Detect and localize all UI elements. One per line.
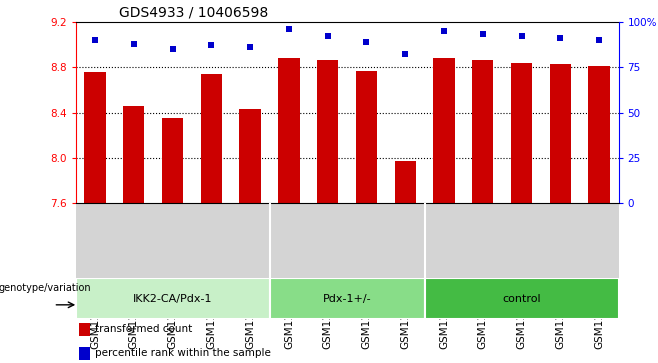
Point — [517, 33, 527, 39]
Text: percentile rank within the sample: percentile rank within the sample — [95, 348, 271, 358]
Point — [400, 52, 411, 57]
Bar — [201, 74, 222, 203]
Point — [89, 37, 100, 43]
Bar — [79, 323, 90, 335]
Point — [478, 32, 488, 37]
Bar — [278, 58, 299, 203]
Point — [439, 28, 449, 34]
Point — [245, 44, 255, 50]
Bar — [240, 109, 261, 203]
Bar — [511, 62, 532, 203]
Bar — [434, 58, 455, 203]
Point — [322, 33, 333, 39]
Bar — [472, 60, 494, 203]
Bar — [356, 70, 377, 203]
Bar — [84, 72, 106, 203]
Bar — [76, 278, 270, 319]
Bar — [79, 347, 90, 359]
Bar — [588, 66, 610, 203]
Bar — [395, 161, 416, 203]
Text: transformed count: transformed count — [95, 325, 192, 334]
Text: genotype/variation: genotype/variation — [0, 283, 91, 293]
Bar — [549, 64, 571, 203]
Text: control: control — [502, 294, 541, 303]
Point — [206, 42, 216, 48]
Bar — [162, 118, 184, 203]
Bar — [123, 106, 145, 203]
Point — [555, 35, 566, 41]
Text: Pdx-1+/-: Pdx-1+/- — [323, 294, 371, 303]
Point — [284, 26, 294, 32]
Bar — [424, 278, 619, 319]
Point — [128, 41, 139, 46]
Point — [594, 37, 605, 43]
Text: IKK2-CA/Pdx-1: IKK2-CA/Pdx-1 — [133, 294, 213, 303]
Point — [167, 46, 178, 52]
Point — [361, 39, 372, 45]
Bar — [270, 278, 424, 319]
Text: GDS4933 / 10406598: GDS4933 / 10406598 — [119, 5, 268, 19]
Bar — [317, 60, 338, 203]
